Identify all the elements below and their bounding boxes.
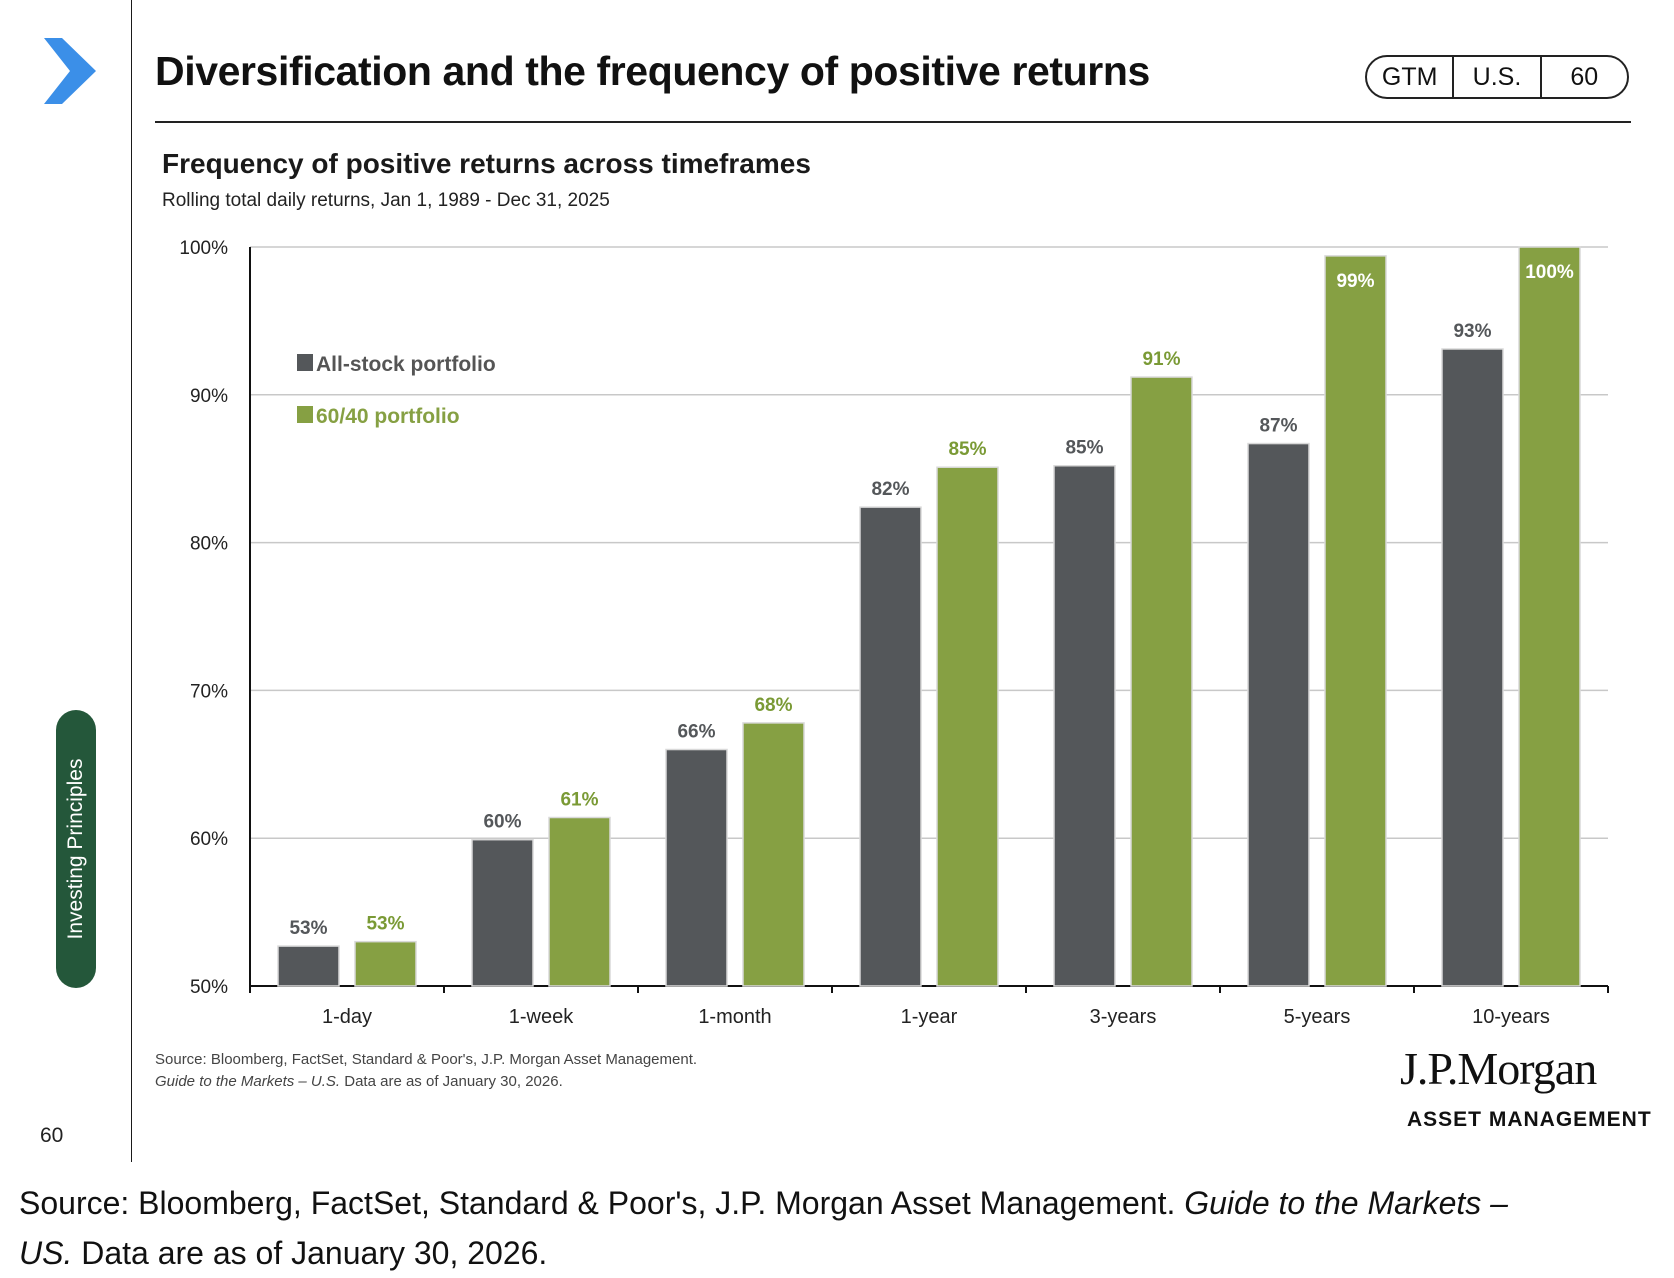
y-tick-label: 60% xyxy=(190,829,228,850)
data-label: 99% xyxy=(1336,271,1374,292)
x-tick-label: 1-month xyxy=(698,1006,771,1028)
x-tick-label: 1-day xyxy=(322,1006,372,1028)
y-tick-label: 70% xyxy=(190,681,228,702)
bar-all-stock xyxy=(1247,442,1310,987)
y-tick-label: 100% xyxy=(179,238,228,259)
data-label: 68% xyxy=(754,695,792,716)
data-label: 100% xyxy=(1525,262,1574,283)
legend-swatch xyxy=(297,354,313,371)
brand-logo: J.P.Morgan xyxy=(1400,1043,1597,1094)
page-title: Diversification and the frequency of pos… xyxy=(155,48,1150,94)
badge-gtm: GTM xyxy=(1367,57,1455,97)
chevron-right-icon xyxy=(44,38,96,104)
bar-all-stock xyxy=(665,748,728,987)
bar-all-stock xyxy=(1441,348,1504,987)
data-label: 53% xyxy=(366,914,404,935)
bar-all-stock xyxy=(277,945,340,987)
data-label: 53% xyxy=(289,918,327,939)
bar-60-40 xyxy=(936,466,999,987)
chart-title: Frequency of positive returns across tim… xyxy=(162,148,811,179)
data-label: 87% xyxy=(1259,416,1297,437)
source-line-1: Source: Bloomberg, FactSet, Standard & P… xyxy=(155,1051,698,1068)
bar-all-stock xyxy=(1053,464,1116,987)
bar-all-stock xyxy=(859,506,922,987)
caption: Source: Bloomberg, FactSet, Standard & P… xyxy=(19,1178,1559,1278)
title-rule xyxy=(155,121,1631,123)
y-tick-label: 80% xyxy=(190,534,228,555)
bar-all-stock xyxy=(471,838,534,987)
x-tick-label: 10-years xyxy=(1472,1006,1550,1028)
section-label: Investing Principles xyxy=(64,758,87,940)
y-tick-label: 50% xyxy=(190,977,228,998)
data-label: 93% xyxy=(1453,321,1491,342)
y-tick-label: 90% xyxy=(190,386,228,407)
x-tick-label: 1-year xyxy=(901,1006,958,1028)
badge-region: U.S. xyxy=(1454,57,1542,97)
legend-label: All-stock portfolio xyxy=(316,353,496,376)
data-label: 85% xyxy=(948,439,986,460)
gtm-badge: GTM U.S. 60 xyxy=(1365,55,1629,99)
data-label: 85% xyxy=(1065,438,1103,459)
bar-60-40 xyxy=(1324,255,1387,987)
source-guide-title: Guide to the Markets – U.S. xyxy=(155,1073,341,1090)
source-note: Source: Bloomberg, FactSet, Standard & P… xyxy=(155,1049,697,1093)
data-label: 66% xyxy=(677,722,715,743)
x-tick-label: 5-years xyxy=(1284,1006,1351,1028)
bar-60-40 xyxy=(742,722,805,987)
section-pill xyxy=(56,710,96,988)
bar-60-40 xyxy=(1518,246,1581,987)
x-tick-label: 1-week xyxy=(509,1006,574,1028)
source-line-2: Guide to the Markets – U.S. Data are as … xyxy=(155,1071,697,1093)
data-label: 91% xyxy=(1142,349,1180,370)
source-date: Data are as of January 30, 2026. xyxy=(340,1073,563,1090)
data-label: 61% xyxy=(560,790,598,811)
bar-60-40 xyxy=(548,816,611,987)
bar-60-40 xyxy=(354,940,417,987)
brand-subtitle: ASSET MANAGEMENT xyxy=(1407,1108,1652,1131)
data-label: 82% xyxy=(871,479,909,500)
caption-suffix: Data are as of January 30, 2026. xyxy=(72,1235,548,1271)
legend-swatch xyxy=(297,406,313,423)
data-label: 60% xyxy=(483,812,521,833)
legend-label: 60/40 portfolio xyxy=(316,405,460,428)
x-tick-label: 3-years xyxy=(1090,1006,1157,1028)
chart-subtitle: Rolling total daily returns, Jan 1, 1989… xyxy=(162,190,610,211)
page-number: 60 xyxy=(40,1124,64,1147)
bar-60-40 xyxy=(1130,376,1193,987)
left-divider xyxy=(131,0,132,1162)
caption-prefix: Source: Bloomberg, FactSet, Standard & P… xyxy=(19,1185,1185,1221)
badge-page: 60 xyxy=(1570,62,1599,91)
